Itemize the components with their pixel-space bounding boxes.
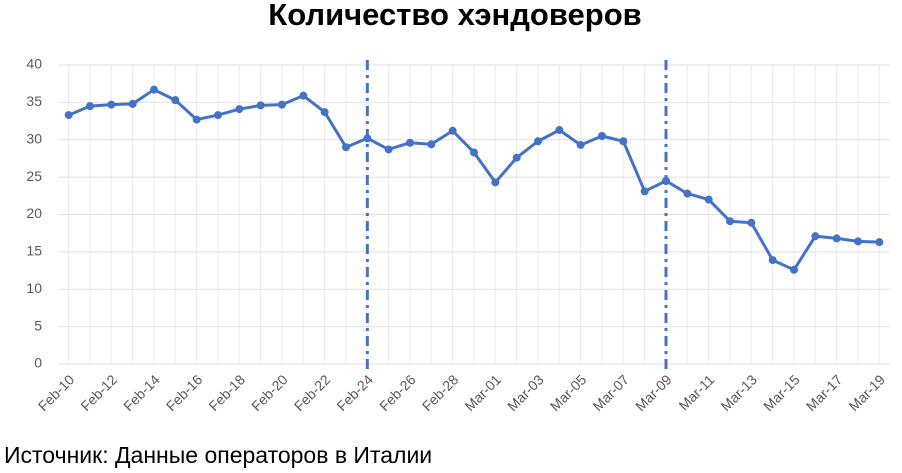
data-point <box>811 232 820 241</box>
data-point <box>342 143 350 152</box>
data-point <box>470 148 478 157</box>
data-point <box>854 237 862 246</box>
data-point <box>171 96 180 105</box>
data-point <box>448 126 457 135</box>
y-tick-label: 25 <box>26 168 42 184</box>
y-tick-label: 35 <box>26 93 42 109</box>
data-point <box>363 134 372 143</box>
data-point <box>299 91 308 100</box>
data-point <box>107 100 116 109</box>
x-tick-label: Mar-11 <box>675 371 717 413</box>
source-note: Источник: Данные операторов в Италии <box>4 442 432 468</box>
data-point <box>86 102 94 111</box>
data-point <box>320 108 329 117</box>
data-point <box>427 140 436 149</box>
x-tick-label: Mar-05 <box>547 371 590 414</box>
x-tick-label: Feb-20 <box>248 371 291 414</box>
data-point <box>619 137 628 146</box>
data-point <box>512 153 521 162</box>
data-point <box>747 218 756 227</box>
x-tick-label: Mar-15 <box>760 371 803 414</box>
data-point <box>214 111 222 120</box>
data-point <box>534 137 542 146</box>
y-tick-label: 15 <box>26 243 42 259</box>
data-point <box>555 126 564 135</box>
data-point <box>256 101 265 110</box>
y-tick-label: 30 <box>26 130 42 146</box>
data-point <box>683 189 692 198</box>
y-tick-label: 20 <box>26 205 42 221</box>
x-tick-label: Mar-17 <box>803 371 846 414</box>
data-point <box>704 195 713 204</box>
data-point <box>768 256 777 265</box>
data-point <box>598 132 606 141</box>
data-point <box>726 217 734 226</box>
data-point <box>491 178 500 187</box>
y-tick-label: 5 <box>34 317 42 333</box>
data-point <box>875 238 884 247</box>
data-point <box>64 111 73 120</box>
data-point <box>662 176 670 185</box>
x-tick-label: Mar-13 <box>717 371 760 414</box>
x-tick-label: Feb-24 <box>333 371 376 414</box>
x-tick-label: Feb-22 <box>291 371 334 414</box>
data-point <box>790 265 798 274</box>
x-tick-label: Feb-12 <box>77 371 120 414</box>
data-point <box>278 100 286 109</box>
data-point <box>832 234 841 243</box>
data-point <box>640 187 649 196</box>
x-tick-label: Feb-26 <box>376 371 419 414</box>
data-point <box>235 105 244 114</box>
x-tick-label: Feb-16 <box>163 371 206 414</box>
x-tick-label: Mar-03 <box>504 371 547 414</box>
x-tick-label: Mar-07 <box>589 371 632 414</box>
y-tick-label: 10 <box>26 280 42 296</box>
x-tick-label: Feb-10 <box>35 371 78 414</box>
data-point <box>406 138 414 147</box>
data-point <box>150 85 158 94</box>
data-point <box>576 140 585 149</box>
x-tick-label: Mar-19 <box>845 371 888 414</box>
chart-title: Количество хэндоверов <box>268 0 641 32</box>
data-point <box>128 99 137 108</box>
x-tick-label: Mar-01 <box>461 371 504 414</box>
x-tick-label: Feb-18 <box>205 371 248 414</box>
y-tick-label: 0 <box>34 355 42 371</box>
y-tick-label: 40 <box>26 56 42 72</box>
x-tick-label: Feb-28 <box>419 371 462 414</box>
data-point <box>192 115 201 124</box>
x-tick-label: Mar-09 <box>632 371 675 414</box>
x-tick-label: Feb-14 <box>120 371 163 414</box>
data-point <box>384 145 393 154</box>
